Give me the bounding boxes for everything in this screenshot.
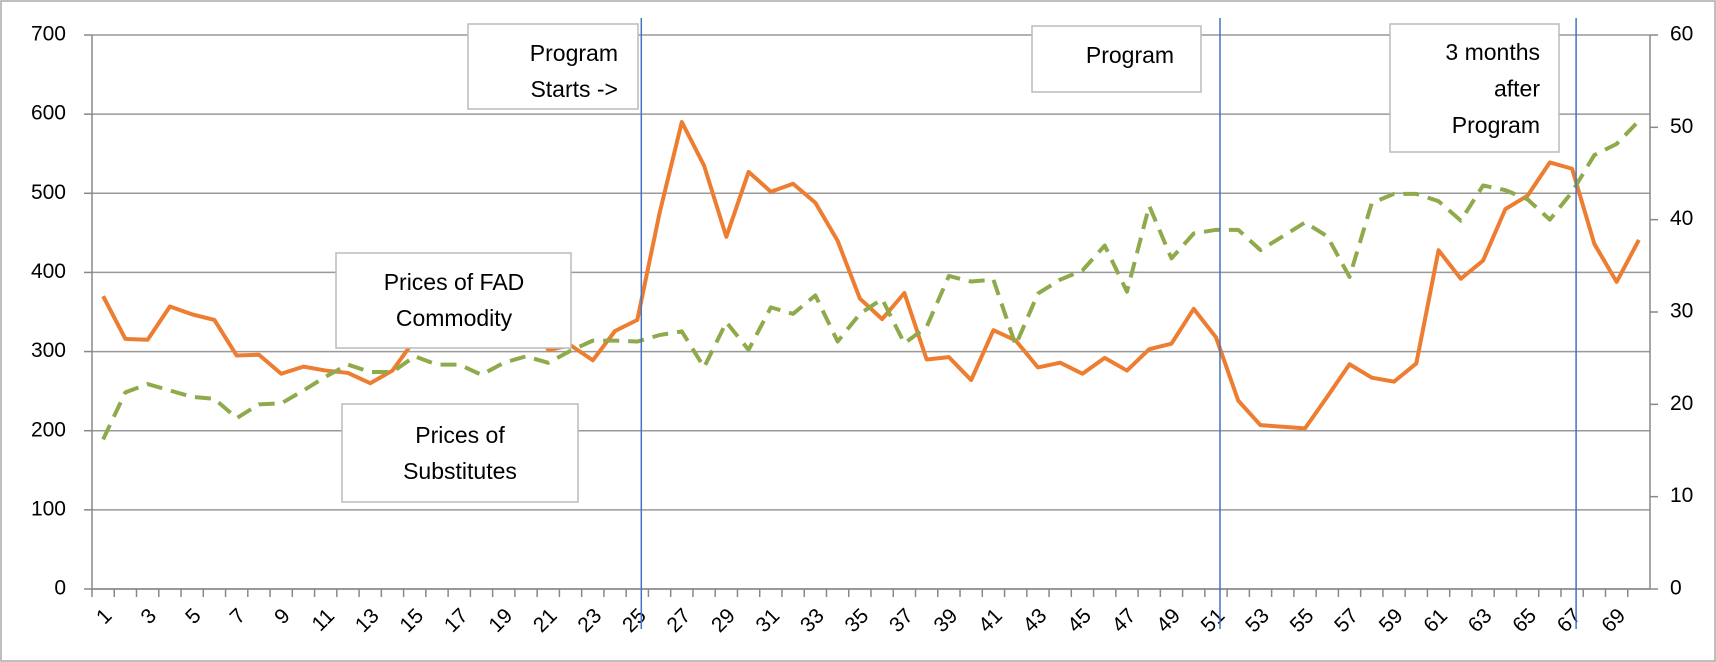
x-tick-label: 47 [1108, 604, 1141, 637]
x-tick-label: 55 [1286, 604, 1319, 637]
x-tick-label: 37 [885, 604, 918, 637]
annotation-text: Program [1086, 42, 1174, 68]
x-tick-label: 25 [618, 604, 651, 637]
x-tick-label: 49 [1152, 604, 1185, 637]
y-tick-label: 100 [31, 497, 66, 520]
x-tick-label: 23 [573, 604, 606, 637]
series-line [101, 120, 1641, 431]
y2-tick-label: 10 [1670, 484, 1693, 507]
y2-tick-label: 60 [1670, 23, 1693, 46]
y-tick-label: 400 [31, 260, 66, 283]
x-tick-label: 59 [1375, 604, 1408, 637]
x-tick-label: 3 [137, 604, 162, 629]
x-tick-label: 29 [707, 604, 740, 637]
x-tick-label: 7 [226, 604, 251, 629]
y2-tick-label: 20 [1670, 392, 1693, 415]
x-tick-label: 17 [440, 604, 473, 637]
y-tick-label: 300 [31, 339, 66, 362]
y-tick-label: 200 [31, 418, 66, 441]
y2-tick-label: 50 [1670, 115, 1693, 138]
annotation-text: Commodity [396, 305, 513, 331]
y-tick-label: 0 [54, 577, 66, 600]
annotation-text: after [1494, 76, 1540, 102]
x-tick-label: 35 [841, 604, 874, 637]
x-tick-label: 57 [1330, 604, 1363, 637]
x-tick-label: 43 [1019, 604, 1052, 637]
series-line [101, 119, 1641, 441]
x-tick-label: 53 [1241, 604, 1274, 637]
annotation-text: Starts -> [530, 76, 618, 102]
y2-tick-label: 0 [1670, 577, 1682, 600]
annotation-box [341, 403, 579, 503]
annotation-box [1031, 25, 1202, 93]
annotation-box [1389, 23, 1560, 153]
y-tick-label: 700 [31, 23, 66, 46]
annotation-text: Program [530, 40, 618, 66]
x-tick-label: 15 [395, 604, 428, 637]
x-tick-label: 5 [181, 604, 206, 629]
annotation-box [335, 252, 572, 349]
y-tick-label: 600 [31, 102, 66, 125]
x-tick-label: 67 [1553, 604, 1586, 637]
x-tick-label: 45 [1063, 604, 1096, 637]
annotation-text: Program [1452, 112, 1540, 138]
y-tick-label: 500 [31, 181, 66, 204]
y2-tick-label: 30 [1670, 300, 1693, 323]
annotation-text: Substitutes [403, 458, 517, 484]
annotation-text: 3 months [1445, 39, 1540, 65]
annotation-text: Prices of FAD [384, 269, 525, 295]
x-tick-label: 13 [351, 604, 384, 637]
x-tick-label: 31 [752, 604, 785, 637]
y2-tick-label: 40 [1670, 207, 1693, 230]
x-tick-label: 11 [307, 604, 339, 636]
x-tick-label: 27 [662, 604, 695, 637]
annotation-text: Prices of [415, 422, 505, 448]
x-tick-label: 21 [529, 604, 562, 637]
x-tick-label: 51 [1197, 604, 1230, 637]
x-tick-label: 19 [484, 604, 517, 637]
x-tick-label: 39 [930, 604, 963, 637]
x-tick-label: 69 [1597, 604, 1630, 637]
x-tick-label: 1 [92, 604, 117, 629]
x-tick-label: 33 [796, 604, 829, 637]
x-tick-label: 65 [1508, 604, 1541, 637]
x-tick-label: 9 [270, 604, 295, 629]
annotation-box [467, 23, 639, 110]
x-tick-label: 41 [974, 604, 1007, 637]
x-tick-label: 61 [1419, 604, 1452, 637]
x-tick-label: 63 [1464, 604, 1497, 637]
